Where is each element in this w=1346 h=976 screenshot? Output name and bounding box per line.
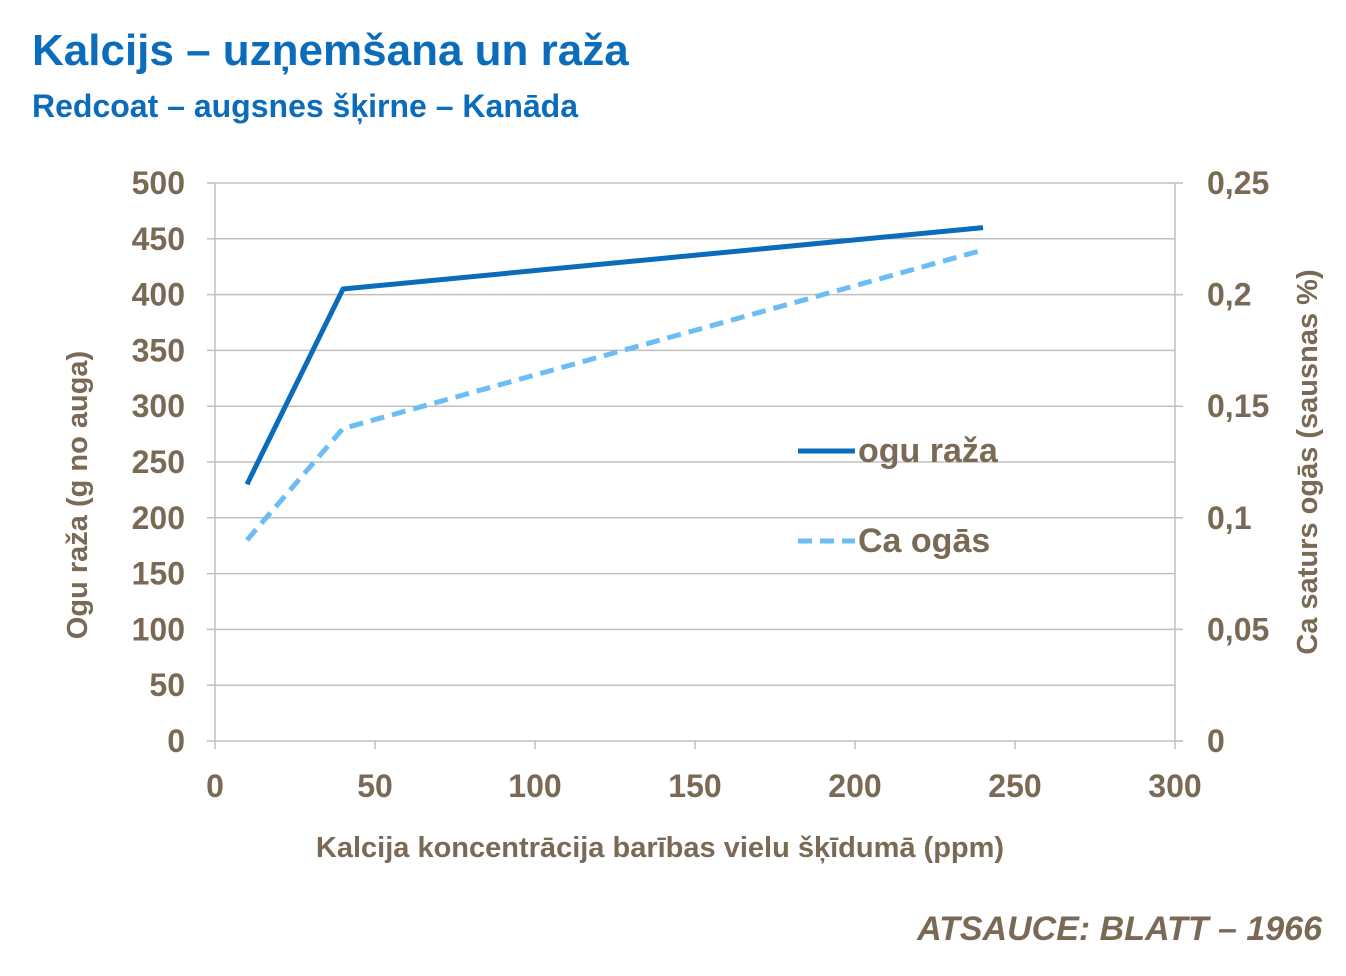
- x-tick-label-200: 200: [828, 768, 881, 804]
- y-tick-label-0: 0: [167, 723, 185, 759]
- y2-tick-label-0,2: 0,2: [1207, 277, 1251, 313]
- y2-tick-label-0,15: 0,15: [1207, 388, 1269, 424]
- x-tick-label-0: 0: [206, 768, 224, 804]
- y-tick-label-50: 50: [149, 667, 185, 703]
- y2-tick-label-0,25: 0,25: [1207, 165, 1269, 201]
- legend: ogu raža Ca ogās: [798, 432, 999, 560]
- legend-label-ogu-raza: ogu raža: [858, 432, 999, 470]
- y2-tick-label-0,05: 0,05: [1207, 611, 1269, 647]
- y-tick-label-350: 350: [132, 332, 185, 368]
- y-axis-label: Ogu raža (g no auga): [62, 351, 94, 639]
- y-tick-label-200: 200: [132, 500, 185, 536]
- y2-tick-label-0: 0: [1207, 723, 1225, 759]
- y2-axis-label: Ca saturs ogās (sausnas %): [1292, 269, 1324, 654]
- y-tick-label-250: 250: [132, 444, 185, 480]
- x-tick-label-250: 250: [988, 768, 1041, 804]
- series-lines: [244, 225, 984, 542]
- x-tick-label-300: 300: [1148, 768, 1201, 804]
- chart-subtitle: Redcoat – augsnes šķirne – Kanāda: [32, 88, 578, 124]
- x-tick-label-100: 100: [508, 768, 561, 804]
- y2-axis-ticks: 0 0,05 0,1 0,15 0,2 0,25: [1175, 165, 1269, 759]
- y-tick-label-450: 450: [132, 221, 185, 257]
- y-tick-label-500: 500: [132, 165, 185, 201]
- y2-tick-label-0,1: 0,1: [1207, 500, 1251, 536]
- y-axis-ticks: 0 50 100 150 200 250 300 350 400 450 500: [132, 165, 215, 759]
- y-tick-label-150: 150: [132, 556, 185, 592]
- x-axis-ticks: 0 50 100 150 200 250 300: [206, 741, 1202, 804]
- legend-label-ca-ogas: Ca ogās: [858, 522, 990, 560]
- x-tick-label-50: 50: [357, 768, 393, 804]
- series-line-ca-ogas: [245, 247, 984, 542]
- chart-title: Kalcijs – uzņemšana un raža: [32, 26, 629, 75]
- y-tick-label-100: 100: [132, 611, 185, 647]
- y-tick-label-400: 400: [132, 277, 185, 313]
- x-tick-label-150: 150: [668, 768, 721, 804]
- gridlines: [215, 182, 1175, 686]
- y-tick-label-300: 300: [132, 388, 185, 424]
- x-axis-label: Kalcija koncentrācija barības vielu šķīd…: [316, 832, 1004, 864]
- source-note: ATSAUCE: BLATT – 1966: [917, 910, 1322, 948]
